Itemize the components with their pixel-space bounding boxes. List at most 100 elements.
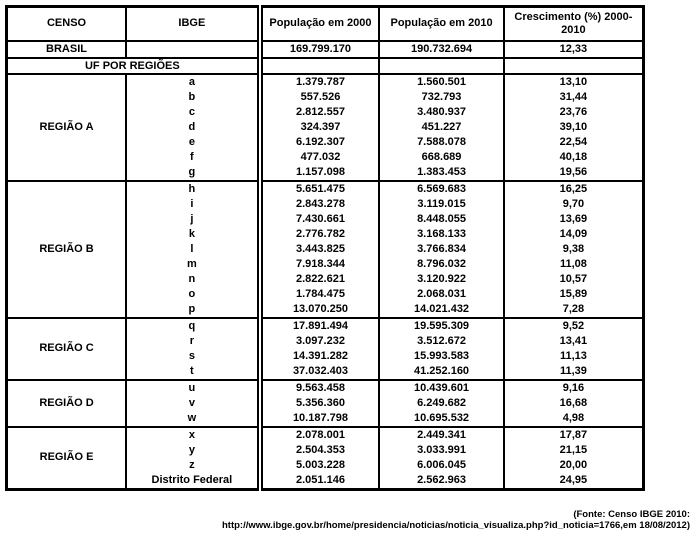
region-label: REGIÃO A — [6, 72, 127, 181]
region-data-row: d 324.397 451.227 39,10 — [7, 119, 644, 135]
uf-code: g — [125, 164, 260, 181]
uf-code: k — [125, 226, 260, 242]
pop-2010-value: 1.383.453 — [378, 164, 504, 181]
column-header-ibge: IBGE — [125, 6, 260, 42]
region-data-row: b 557.526 732.793 31,44 — [7, 89, 644, 105]
region-data-row: c 2.812.557 3.480.937 23,76 — [7, 104, 644, 120]
pop-2010-value: 3.033.991 — [378, 442, 504, 458]
growth-value: 10,57 — [502, 271, 644, 287]
region-data-row: i 2.843.278 3.119.015 9,70 — [7, 196, 644, 212]
uf-code: y — [125, 442, 260, 458]
pop-2010-value: 2.449.341 — [378, 425, 504, 443]
uf-code: m — [125, 256, 260, 272]
growth-value: 13,41 — [502, 333, 644, 349]
uf-code: w — [125, 410, 260, 427]
pop-2000-value: 2.776.782 — [256, 226, 380, 242]
pop-2000-value: 477.032 — [256, 149, 380, 165]
pop-2000-value: 2.078.001 — [256, 425, 380, 443]
growth-value: 13,10 — [502, 72, 644, 90]
uf-code: s — [125, 348, 260, 364]
growth-value: 23,76 — [502, 104, 644, 120]
growth-value: 4,98 — [502, 410, 644, 427]
uf-por-regioes-row: UF POR REGIÕES — [6, 57, 644, 75]
pop-2010-value: 3.119.015 — [378, 196, 504, 212]
pop-2010-value: 10.439.601 — [378, 378, 504, 396]
pop-2000-value: 1.379.787 — [256, 72, 380, 90]
growth-value: 9,38 — [502, 241, 644, 257]
uf-code: x — [125, 425, 260, 443]
growth-value: 39,10 — [502, 119, 644, 135]
brasil-ibge-empty-cell — [125, 40, 260, 59]
pop-2010-value: 7.588.078 — [378, 134, 504, 150]
source-note-line-2: http://www.ibge.gov.br/home/presidencia/… — [221, 520, 690, 531]
pop-2000-value: 3.443.825 — [256, 241, 380, 257]
pop-2010-value: 732.793 — [378, 89, 504, 105]
brasil-label: BRASIL — [6, 40, 127, 59]
region-data-row: n 2.822.621 3.120.922 10,57 — [7, 271, 644, 287]
growth-value: 7,28 — [502, 301, 644, 318]
pop-2000-value: 9.563.458 — [256, 378, 380, 396]
pop-2010-value: 3.766.834 — [378, 241, 504, 257]
pop-2000-value: 3.097.232 — [256, 333, 380, 349]
growth-value: 20,00 — [502, 457, 644, 473]
pop-2000-value: 5.651.475 — [256, 179, 380, 197]
growth-value: 31,44 — [502, 89, 644, 105]
uf-code: h — [125, 179, 260, 197]
region-data-row: g 1.157.098 1.383.453 19,56 — [7, 164, 644, 181]
uf-code: n — [125, 271, 260, 287]
pop-2000-value: 557.526 — [256, 89, 380, 105]
growth-value: 21,15 — [502, 442, 644, 458]
uf-code: o — [125, 286, 260, 302]
pop-2000-value: 2.051.146 — [256, 472, 380, 489]
growth-value: 13,69 — [502, 211, 644, 227]
region-label: REGIÃO D — [6, 378, 127, 427]
region-label: REGIÃO C — [6, 316, 127, 380]
pop-2010-value: 14.021.432 — [378, 301, 504, 318]
region-data-row: y 2.504.353 3.033.991 21,15 — [7, 442, 644, 458]
pop-2010-value: 3.120.922 — [378, 271, 504, 287]
pop-2000-value: 7.430.661 — [256, 211, 380, 227]
pop-2010-value: 15.993.583 — [378, 348, 504, 364]
uf-code: b — [125, 89, 260, 105]
pop-2010-value: 6.006.045 — [378, 457, 504, 473]
region-data-row: j 7.430.661 8.448.055 13,69 — [7, 211, 644, 227]
pop-2010-value: 2.068.031 — [378, 286, 504, 302]
uf-code: l — [125, 241, 260, 257]
pop-2000-value: 17.891.494 — [256, 316, 380, 334]
region-data-row: t 37.032.403 41.252.160 11,39 — [7, 363, 644, 380]
pop-2000-value: 1.157.098 — [256, 164, 380, 181]
pop-2000-value: 2.822.621 — [256, 271, 380, 287]
growth-value: 16,68 — [502, 395, 644, 411]
uf-code: j — [125, 211, 260, 227]
source-note-line-1: (Fonte: Censo IBGE 2010: — [573, 509, 690, 520]
region-data-row: p 13.070.250 14.021.432 7,28 — [7, 301, 644, 318]
pop-2010-value: 3.480.937 — [378, 104, 504, 120]
pop-2010-value: 1.560.501 — [378, 72, 504, 90]
growth-value: 40,18 — [502, 149, 644, 165]
uf-code: e — [125, 134, 260, 150]
region-label: REGIÃO E — [6, 425, 127, 489]
pop-2010-value: 8.448.055 — [378, 211, 504, 227]
uf-empty-cell-pop-2010 — [378, 57, 504, 75]
pop-2010-value: 41.252.160 — [378, 363, 504, 380]
pop-2000-value: 10.187.798 — [256, 410, 380, 427]
region-data-row: r 3.097.232 3.512.672 13,41 — [7, 333, 644, 349]
pop-2010-value: 451.227 — [378, 119, 504, 135]
region-data-row: w 10.187.798 10.695.532 4,98 — [7, 410, 644, 427]
uf-empty-cell-pop-2000 — [256, 57, 380, 75]
brasil-pop-2010: 190.732.694 — [378, 40, 504, 59]
pop-2000-value: 5.356.360 — [256, 395, 380, 411]
pop-2010-value: 8.796.032 — [378, 256, 504, 272]
uf-code: v — [125, 395, 260, 411]
brasil-growth: 12,33 — [502, 40, 644, 59]
uf-por-regioes-label: UF POR REGIÕES — [6, 57, 260, 75]
column-header-pop-2010: População em 2010 — [378, 6, 504, 42]
brasil-pop-2000: 169.799.170 — [256, 40, 380, 59]
column-header-growth: Crescimento (%) 2000-2010 — [502, 6, 644, 42]
growth-value: 9,52 — [502, 316, 644, 334]
growth-value: 15,89 — [502, 286, 644, 302]
pop-2000-value: 7.918.344 — [256, 256, 380, 272]
